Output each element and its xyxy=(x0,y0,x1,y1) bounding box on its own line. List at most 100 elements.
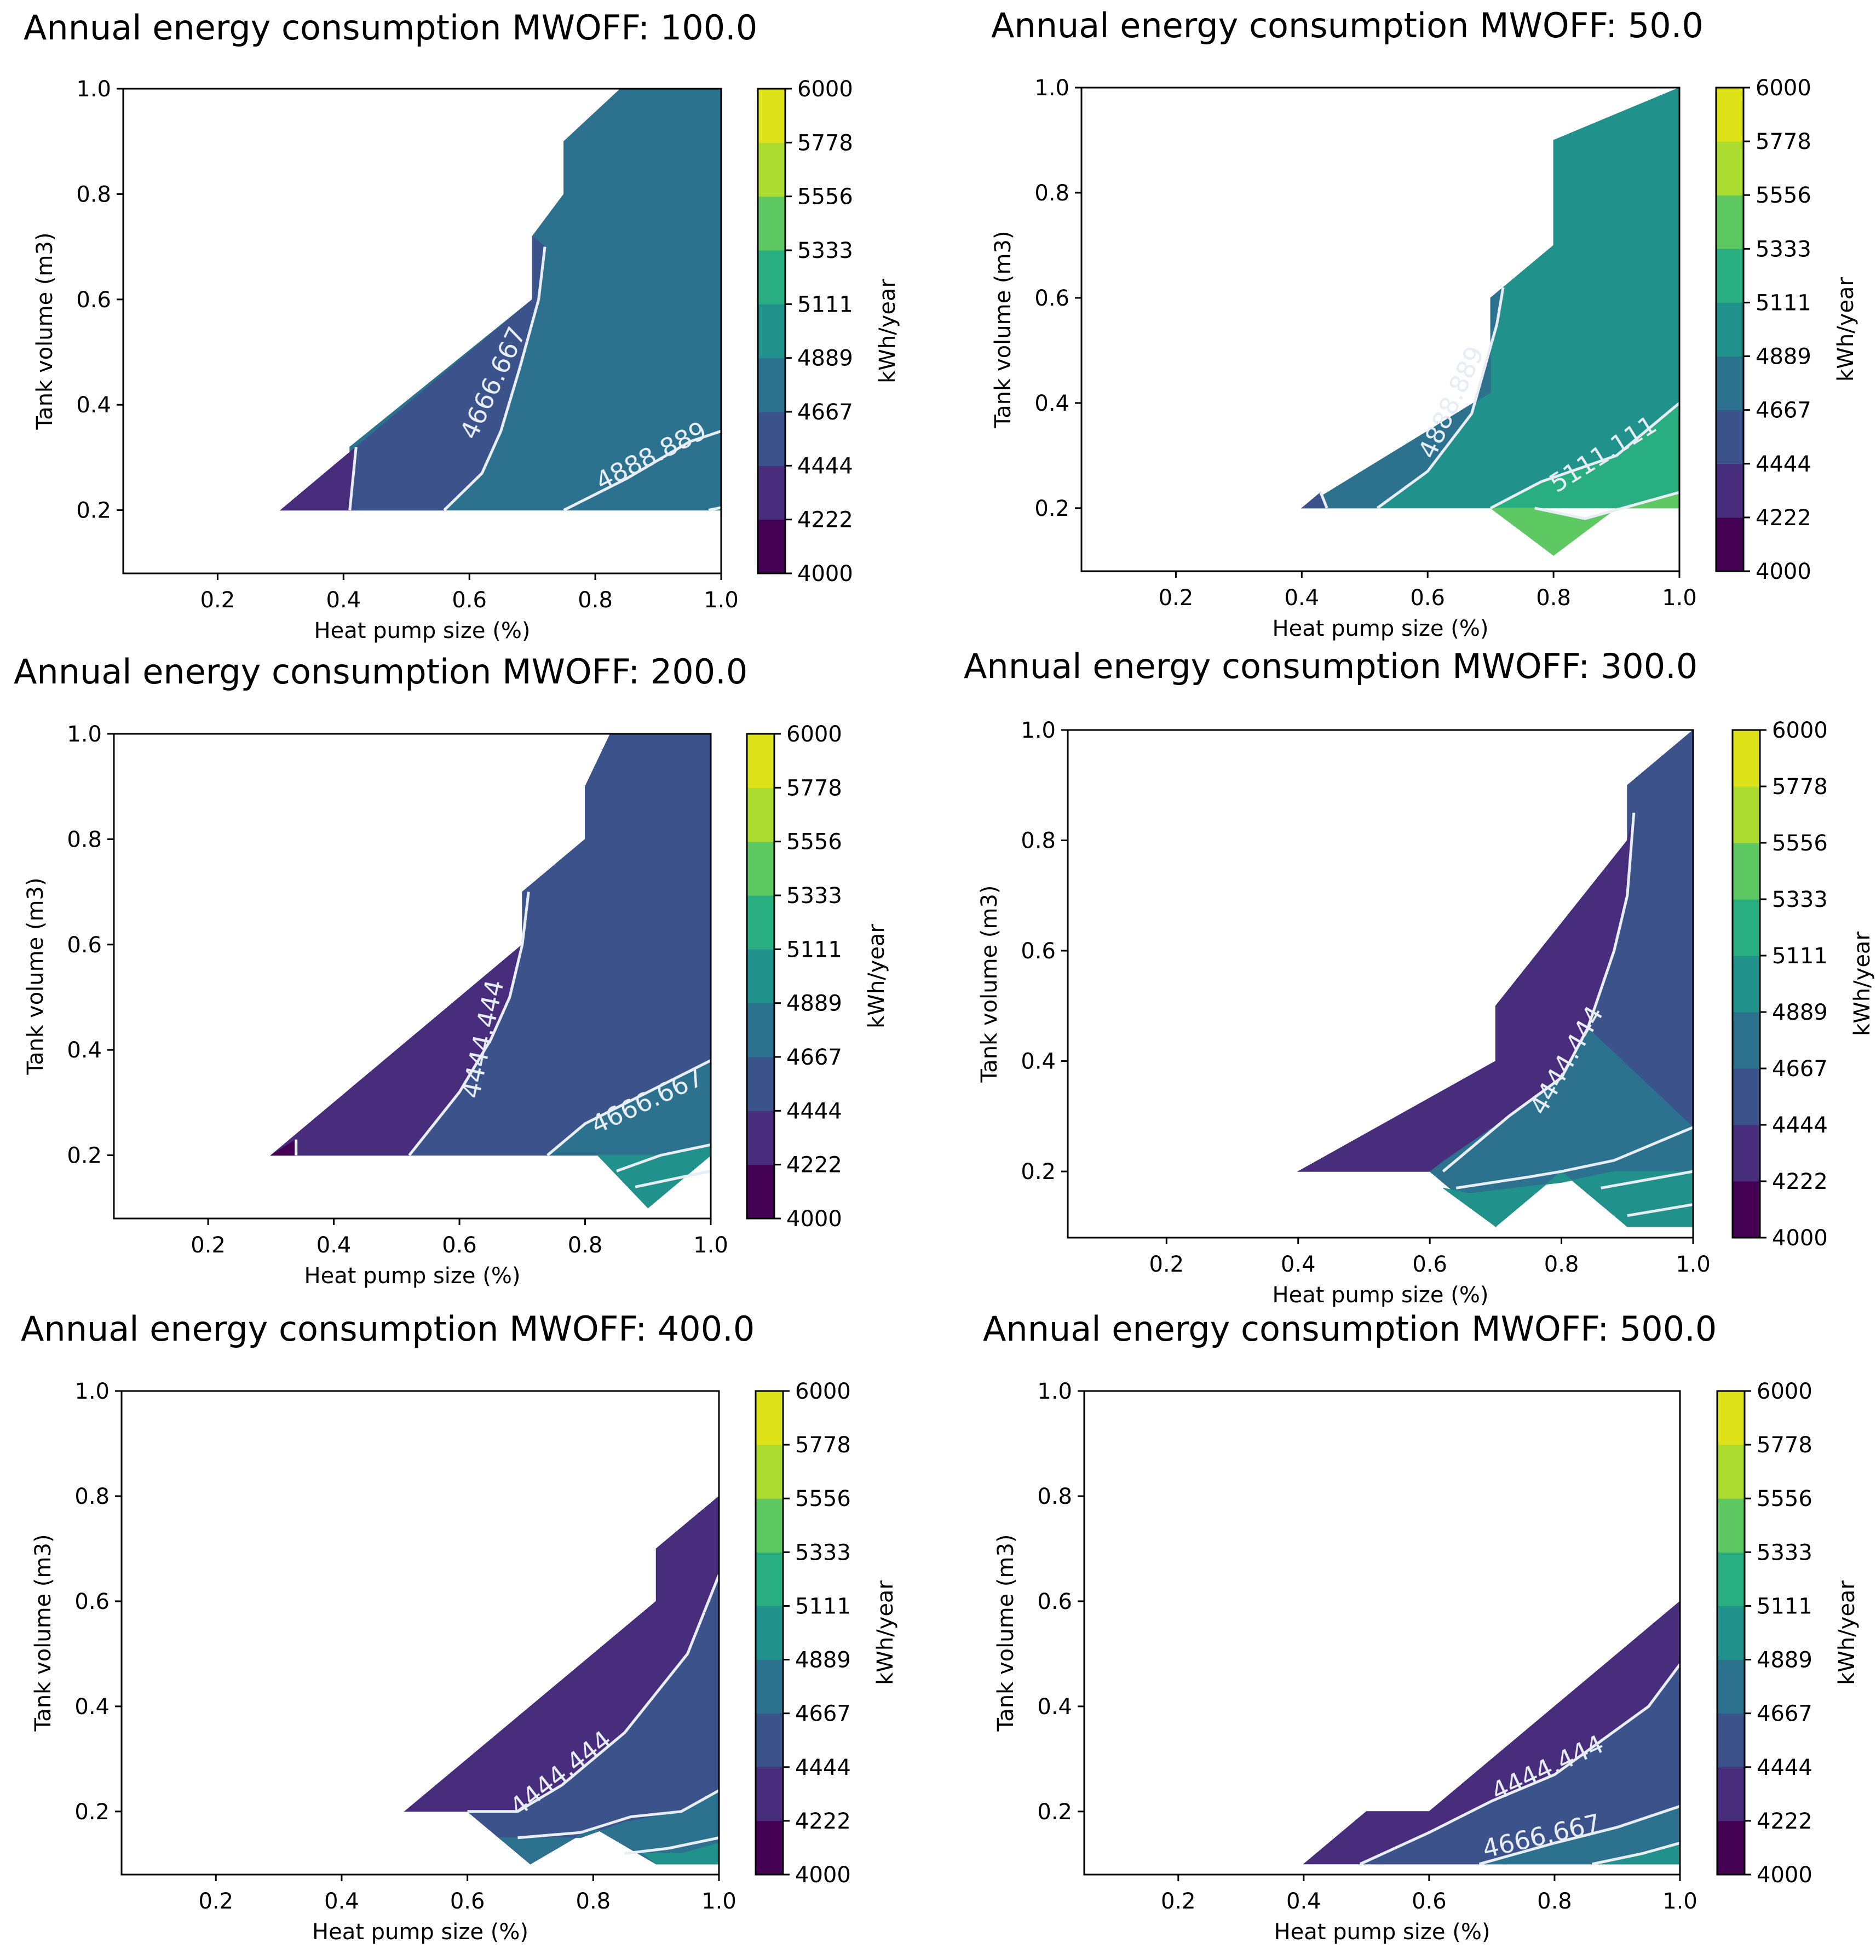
panel-title: Annual energy consumption MWOFF: 100.0 xyxy=(24,8,757,48)
colorbar-tick-label: 4222 xyxy=(797,508,853,533)
colorbar-tick-label: 5111 xyxy=(797,292,853,317)
contour-line-1 xyxy=(1442,812,1636,1173)
x-tick-label: 1.0 xyxy=(693,1233,728,1258)
contour-plot-area: 4444.444 xyxy=(404,1496,719,1865)
x-axis-label: Heat pump size (%) xyxy=(314,618,531,643)
panel-3: Annual energy consumption MWOFF: 200.0 44… xyxy=(14,652,889,1289)
y-tick-label: 0.4 xyxy=(67,1038,102,1063)
colorbar-tick-label: 4667 xyxy=(797,400,853,425)
axes-frame xyxy=(1067,729,1694,1239)
colorbar-band-4 xyxy=(1716,356,1743,411)
colorbar-band-4 xyxy=(1733,1012,1760,1069)
x-tick-label: 0.8 xyxy=(1536,585,1571,611)
colorbar-tick-label: 5111 xyxy=(1772,944,1828,969)
colorbar-tick-label: 5333 xyxy=(1772,887,1828,912)
colorbar-tick-label: 5111 xyxy=(1756,290,1811,315)
colorbar-band-5 xyxy=(1717,1606,1745,1660)
colorbar-tick-label: 5333 xyxy=(1756,237,1811,262)
x-tick-label: 0.2 xyxy=(200,588,235,613)
contour-line-3 xyxy=(546,1059,711,1157)
colorbar-tick-label: 4667 xyxy=(1772,1056,1828,1082)
colorbar-tick-label: 5333 xyxy=(786,883,842,909)
colorbar-tick-label: 6000 xyxy=(1756,76,1811,101)
panel-title: Annual energy consumption MWOFF: 300.0 xyxy=(964,646,1697,686)
colorbar-band-9 xyxy=(1733,730,1760,787)
colorbar-band-4 xyxy=(747,1003,774,1057)
colorbar-tick-label: 5556 xyxy=(1772,831,1828,856)
axes-frame xyxy=(120,1390,720,1876)
x-tick-label: 0.8 xyxy=(578,588,613,613)
colorbar-tick-label: 4444 xyxy=(795,1755,851,1780)
x-tick-label: 0.2 xyxy=(1159,585,1194,611)
colorbar-band-2 xyxy=(758,465,785,520)
colorbar-tick-label: 4222 xyxy=(1757,1809,1812,1834)
colorbar-band-6 xyxy=(1717,1552,1745,1606)
colorbar-band-3 xyxy=(747,1057,774,1111)
x-tick-label: 1.0 xyxy=(1662,1889,1697,1914)
colorbar-band-2 xyxy=(1717,1767,1745,1821)
colorbar-band-1 xyxy=(1717,1820,1745,1875)
colorbar-tick-label: 5778 xyxy=(795,1433,851,1458)
y-tick-label: 0.6 xyxy=(1037,1589,1072,1614)
colorbar-band-4 xyxy=(1717,1659,1745,1714)
contour-line-4 xyxy=(1627,1203,1693,1217)
colorbar-label: kWh/year xyxy=(1850,932,1875,1036)
axes-frame xyxy=(1080,87,1681,572)
y-tick-label: 0.6 xyxy=(76,288,111,313)
x-tick-label: 1.0 xyxy=(704,588,739,613)
colorbar-band-8 xyxy=(756,1445,783,1499)
contour-plot-area: 4888.889 5111.111 xyxy=(1300,88,1679,556)
colorbar-band-7 xyxy=(1717,1498,1745,1553)
y-axis-label: Tank volume (m3) xyxy=(23,877,48,1075)
colorbar-tick-label: 4222 xyxy=(1756,505,1811,531)
axes-frame xyxy=(113,733,712,1220)
colorbar-tick-label: 4889 xyxy=(786,991,842,1016)
colorbar-band-3 xyxy=(1716,410,1743,464)
colorbar-tick-label: 4889 xyxy=(797,346,853,371)
colorbar-tick-label: 4000 xyxy=(1757,1863,1812,1888)
colorbar-band-2 xyxy=(756,1767,783,1821)
colorbar-band-6 xyxy=(747,895,774,950)
contour-region-4 xyxy=(1442,1171,1693,1227)
x-tick-label: 0.8 xyxy=(568,1233,603,1258)
contour-line-1 xyxy=(1319,492,1328,509)
x-tick-label: 0.4 xyxy=(326,588,361,613)
y-axis-label: Tank volume (m3) xyxy=(993,1534,1018,1732)
colorbar-tick-label: 4000 xyxy=(795,1863,851,1888)
colorbar-band-9 xyxy=(1717,1391,1745,1445)
y-tick-label: 1.0 xyxy=(1034,76,1069,101)
colorbar-band-8 xyxy=(758,142,785,197)
y-tick-label: 0.6 xyxy=(74,1589,110,1614)
colorbar-label: kWh/year xyxy=(873,1580,898,1685)
colorbar-band-2 xyxy=(1733,1125,1760,1182)
colorbar-tick-label: 4444 xyxy=(1772,1113,1828,1138)
x-tick-label: 0.4 xyxy=(324,1889,359,1914)
colorbar-band-7 xyxy=(1716,195,1743,249)
x-axis-label: Heat pump size (%) xyxy=(1273,616,1489,641)
colorbar-band-4 xyxy=(758,358,785,412)
colorbar-tick-label: 4889 xyxy=(795,1648,851,1673)
colorbar-tick-label: 5778 xyxy=(1757,1433,1812,1458)
colorbar-band-6 xyxy=(1733,899,1760,956)
panel-4: Annual energy consumption MWOFF: 300.0 44… xyxy=(964,646,1875,1308)
contour-line-1 xyxy=(467,1574,719,1813)
y-tick-label: 0.4 xyxy=(76,393,111,418)
colorbar-tick-label: 5111 xyxy=(786,937,842,962)
contour-region-4 xyxy=(642,1842,719,1865)
panel-5: Annual energy consumption MWOFF: 400.0 44… xyxy=(21,1309,898,1945)
colorbar-tick-label: 4222 xyxy=(795,1809,851,1834)
x-tick-label: 0.6 xyxy=(452,588,487,613)
colorbar-tick-label: 5333 xyxy=(1757,1540,1812,1565)
y-tick-label: 0.2 xyxy=(1034,496,1069,521)
x-tick-label: 0.2 xyxy=(198,1889,233,1914)
y-tick-label: 0.8 xyxy=(1034,181,1069,206)
colorbar-band-5 xyxy=(758,304,785,359)
x-tick-label: 0.8 xyxy=(1537,1889,1572,1914)
colorbar-band-1 xyxy=(1716,517,1743,572)
y-tick-label: 0.2 xyxy=(74,1800,110,1825)
y-tick-label: 1.0 xyxy=(74,1379,110,1404)
colorbar-label: kWh/year xyxy=(1833,277,1858,382)
y-axis-label: Tank volume (m3) xyxy=(991,231,1016,428)
